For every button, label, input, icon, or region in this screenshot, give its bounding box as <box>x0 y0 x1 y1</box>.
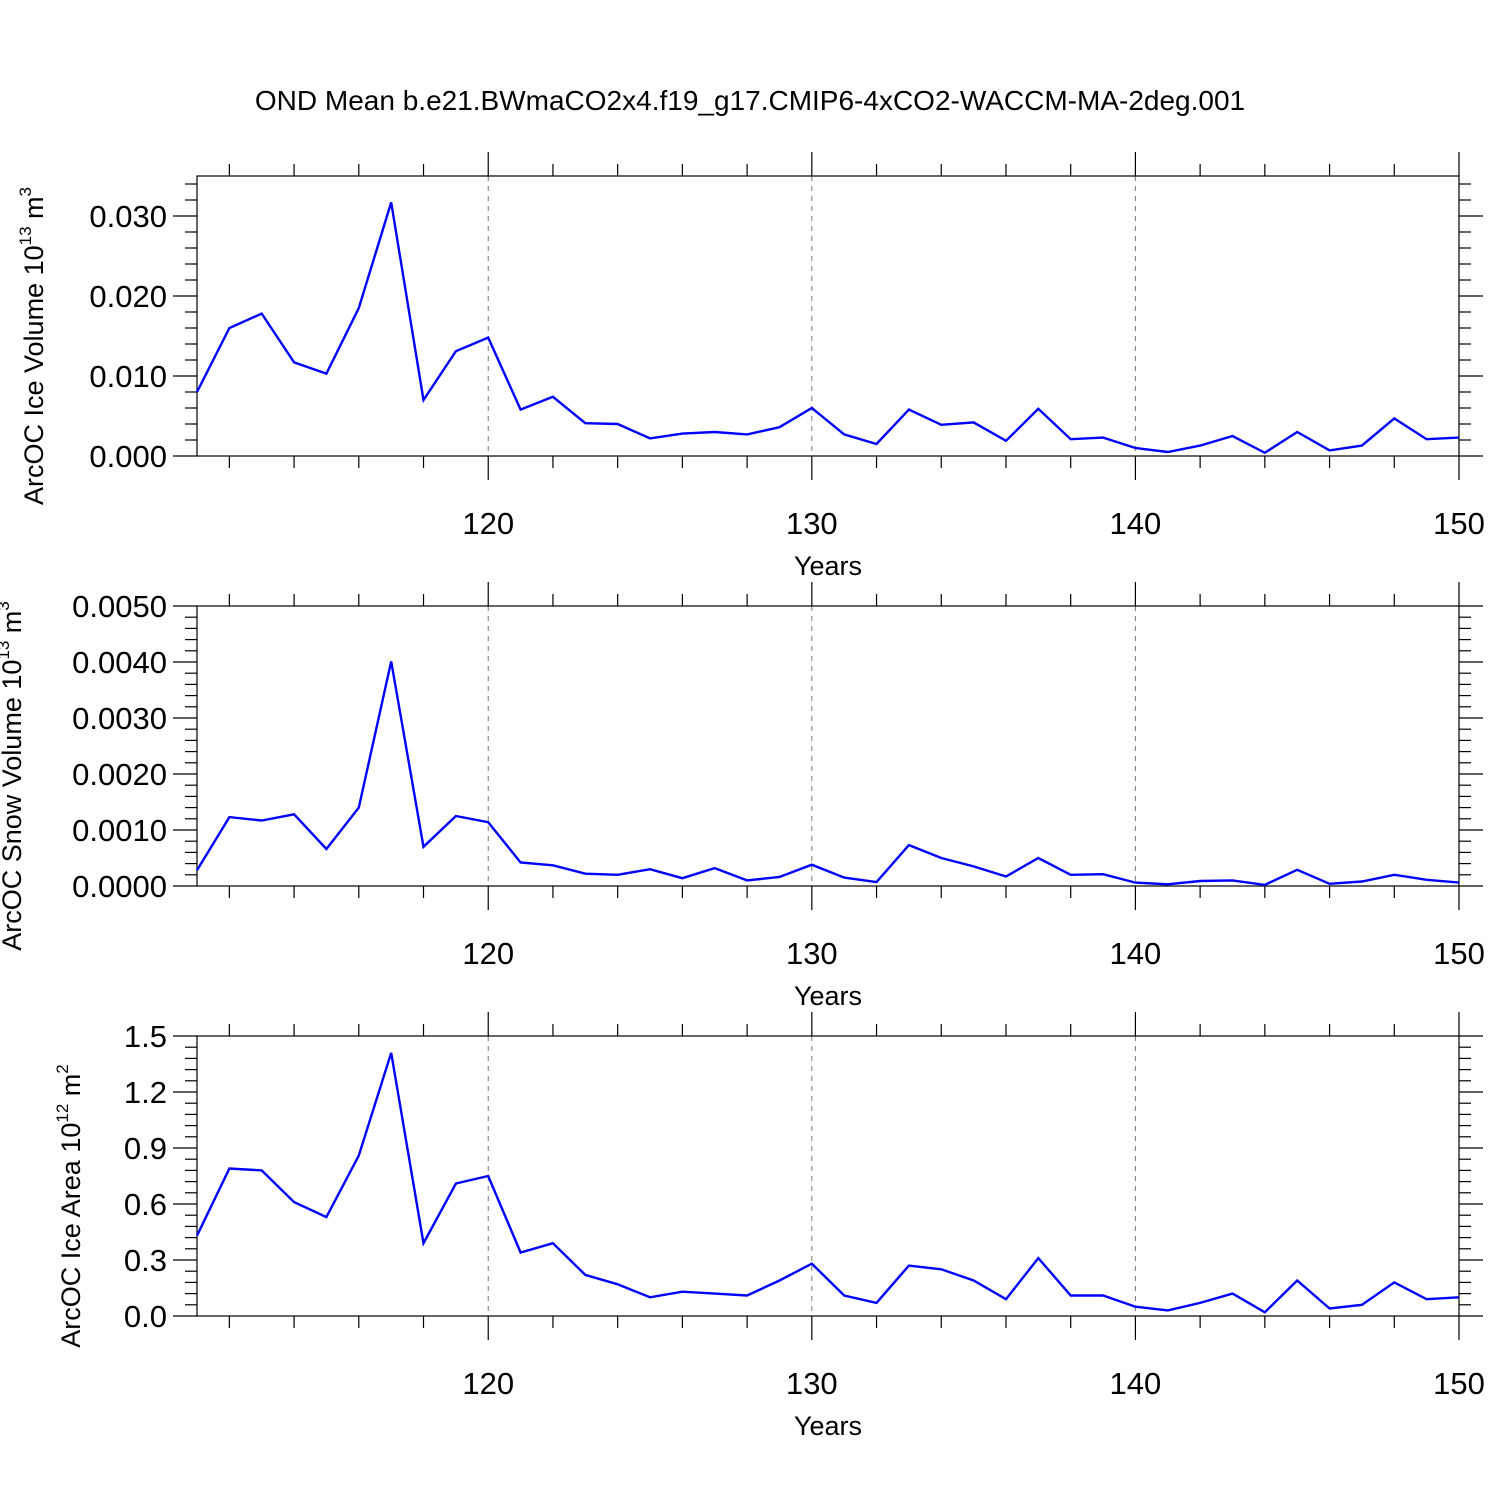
panels: 0.000 0.010 0.020 0.030 120 130 140 150 Years Arc… <box>0 152 1485 1441</box>
x-tick-label: 140 <box>1110 1366 1162 1401</box>
x-tick-label: 140 <box>1110 506 1162 541</box>
x-tick-label: 130 <box>786 506 838 541</box>
y-tick-label: 0.9 <box>124 1131 167 1166</box>
series-line <box>195 661 1460 887</box>
y-tick-label: 0.6 <box>124 1187 167 1222</box>
x-tick-label: 140 <box>1110 936 1162 971</box>
y-tick-label: 0.0030 <box>72 701 167 736</box>
y-axis-label: ArcOC Ice Area 1012 m2 <box>53 1064 86 1348</box>
x-axis-label: Years <box>794 981 862 1011</box>
x-tick-label: 130 <box>786 936 838 971</box>
panel-3: 0.0 0.3 0.6 0.9 1.2 1.5 120 130 140 150 Years ArcOC… <box>53 1012 1485 1441</box>
y-tick-label: 0.3 <box>124 1243 167 1278</box>
y-axis-label: ArcOC Ice Volume 1013 m3 <box>16 187 49 505</box>
x-tick-label: 150 <box>1433 936 1485 971</box>
x-axis-label: Years <box>794 1411 862 1441</box>
plot-frame <box>196 175 1460 457</box>
x-tick-label: 120 <box>462 936 514 971</box>
series-line <box>195 202 1460 455</box>
plot-frame <box>196 1035 1460 1317</box>
panel-1: 0.000 0.010 0.020 0.030 120 130 140 150 Years Arc… <box>16 152 1485 581</box>
y-tick-label: 1.5 <box>124 1019 167 1054</box>
panel-2: 0.0000 0.0010 0.0020 0.0030 0.0040 0.0050 120 1… <box>0 582 1485 1011</box>
y-tick-label: 0.0 <box>124 1299 167 1334</box>
y-axis-label: ArcOC Snow Volume 1013 m3 <box>0 601 27 951</box>
series-line <box>195 1052 1460 1314</box>
figure-title: OND Mean b.e21.BWmaCO2x4.f19_g17.CMIP6-4… <box>255 85 1245 116</box>
x-axis-label: Years <box>794 551 862 581</box>
y-tick-label: 0.0040 <box>72 645 167 680</box>
plot-frame <box>196 605 1460 887</box>
y-tick-label: 0.020 <box>89 279 167 314</box>
x-tick-label: 120 <box>462 506 514 541</box>
y-tick-label: 0.030 <box>89 199 167 234</box>
x-tick-label: 130 <box>786 1366 838 1401</box>
y-tick-label: 0.000 <box>89 439 167 474</box>
y-tick-label: 0.010 <box>89 359 167 394</box>
x-tick-label: 150 <box>1433 506 1485 541</box>
y-tick-label: 0.0050 <box>72 589 167 624</box>
x-tick-label: 150 <box>1433 1366 1485 1401</box>
x-tick-label: 120 <box>462 1366 514 1401</box>
y-tick-label: 0.0020 <box>72 757 167 792</box>
y-tick-label: 0.0010 <box>72 813 167 848</box>
y-tick-label: 1.2 <box>124 1075 167 1110</box>
y-tick-label: 0.0000 <box>72 869 167 904</box>
